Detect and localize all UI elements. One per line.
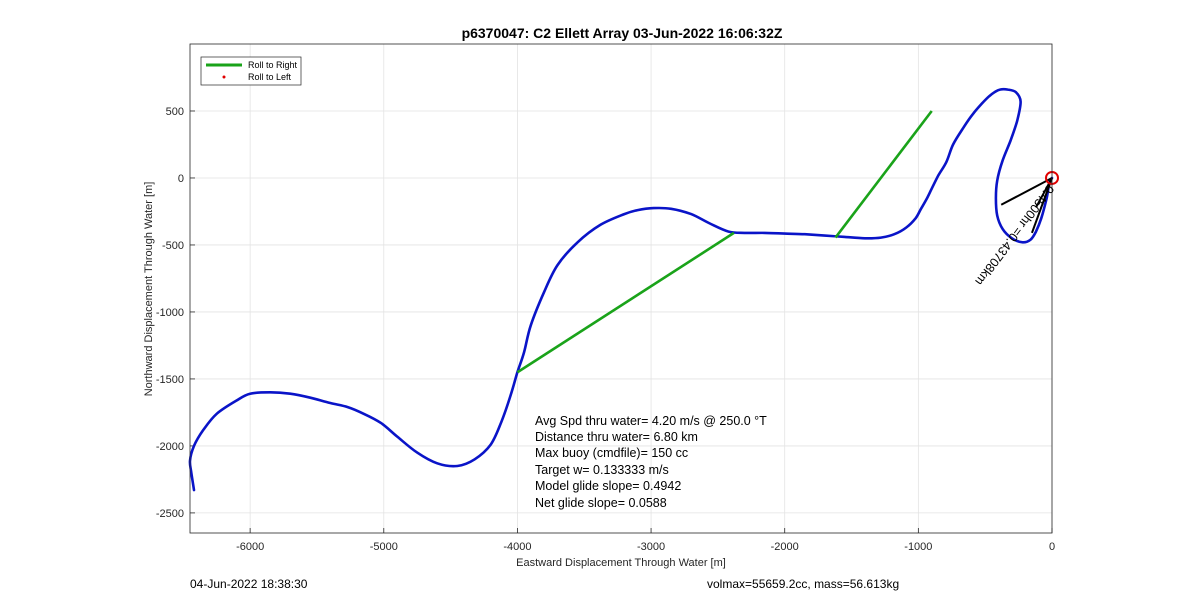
roll-right-layer: [516, 110, 933, 374]
y-tick-label: 500: [166, 106, 184, 118]
y-tick-label: 0: [178, 173, 184, 185]
y-axis-label: Northward Displacement Through Water [m]: [143, 182, 155, 397]
annotation-model-glide: Model glide slope= 0.4942: [535, 479, 681, 493]
roll-right-segment: [516, 231, 735, 374]
x-tick-label: -2000: [771, 541, 799, 553]
current-vector: [1031, 177, 1053, 234]
annotation-net-glide: Net glide slope= 0.0588: [535, 496, 667, 510]
x-tick-label: -4000: [503, 541, 531, 553]
track-line: [188, 87, 1054, 492]
plot-area: [190, 44, 1052, 533]
annotation-distance: Distance thru water= 6.80 km: [535, 430, 698, 444]
grid-lines: [190, 44, 1053, 533]
y-tick-label: -1500: [156, 374, 184, 386]
footer-vehicle-info: volmax=55659.2cc, mass=56.613kg: [707, 577, 900, 591]
annotation-target-w: Target w= 0.133333 m/s: [535, 463, 669, 477]
stats-annotation: Avg Spd thru water= 4.20 m/s @ 250.0 °T …: [535, 414, 767, 510]
x-tick-label: -1000: [904, 541, 932, 553]
current-vector: [1000, 177, 1053, 206]
y-axis-ticks: -2500 -2000 -1500 -1000 -500 0 500: [156, 106, 195, 520]
x-axis-ticks: -6000 -5000 -4000 -3000 -2000 -1000 0: [236, 528, 1055, 553]
legend: Roll to Right Roll to Left: [200, 56, 302, 86]
y-tick-label: -2500: [156, 508, 184, 520]
annotation-avg-speed: Avg Spd thru water= 4.20 m/s @ 250.0 °T: [535, 414, 767, 428]
legend-roll-left-swatch: [222, 75, 226, 79]
y-tick-label: -500: [162, 240, 184, 252]
series-layer: [188, 87, 1054, 492]
legend-roll-right-label: Roll to Right: [248, 60, 298, 70]
annotation-max-buoy: Max buoy (cmdfile)= 150 cc: [535, 446, 688, 460]
plot-frame: [189, 43, 1053, 534]
roll-right-segment: [834, 110, 933, 239]
x-tick-label: 0: [1049, 541, 1055, 553]
footer-timestamp: 04-Jun-2022 18:38:30: [190, 577, 308, 591]
legend-box: [200, 56, 302, 86]
x-tick-label: -6000: [236, 541, 264, 553]
y-tick-label: -1000: [156, 307, 184, 319]
legend-roll-left-label: Roll to Left: [248, 72, 292, 82]
y-tick-label: -2000: [156, 441, 184, 453]
x-tick-label: -5000: [370, 541, 398, 553]
vector-layer: [1000, 170, 1059, 234]
chart-title: p6370047: C2 Ellett Array 03-Jun-2022 16…: [462, 25, 783, 41]
x-tick-label: -3000: [637, 541, 665, 553]
x-axis-label: Eastward Displacement Through Water [m]: [516, 557, 726, 569]
